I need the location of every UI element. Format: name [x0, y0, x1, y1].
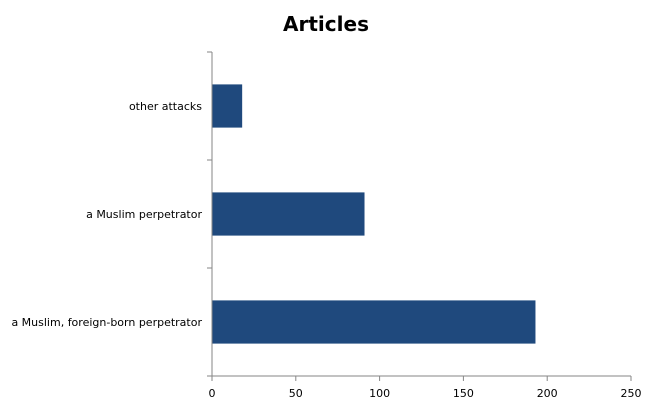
x-tick-label-1: 50 — [289, 387, 303, 400]
category-label-2: a Muslim, foreign-born perpetrator — [11, 316, 202, 329]
category-labels: other attacks a Muslim perpetrator a Musli… — [11, 100, 202, 329]
x-tick-label-0: 0 — [209, 387, 216, 400]
x-tick-label-3: 150 — [453, 387, 474, 400]
x-tick-label-5: 250 — [621, 387, 642, 400]
category-ticks — [207, 51, 212, 377]
bar-2 — [212, 300, 536, 344]
x-tick-label-4: 200 — [537, 387, 558, 400]
category-label-1: a Muslim perpetrator — [86, 208, 202, 221]
bar-1 — [212, 192, 365, 236]
x-tick-label-2: 100 — [369, 387, 390, 400]
bar-0 — [212, 84, 243, 128]
category-label-0: other attacks — [129, 100, 202, 113]
x-axis-ticks: 0 50 100 150 200 250 — [209, 376, 642, 400]
chart-title: Articles — [283, 12, 369, 36]
bars — [212, 84, 536, 344]
